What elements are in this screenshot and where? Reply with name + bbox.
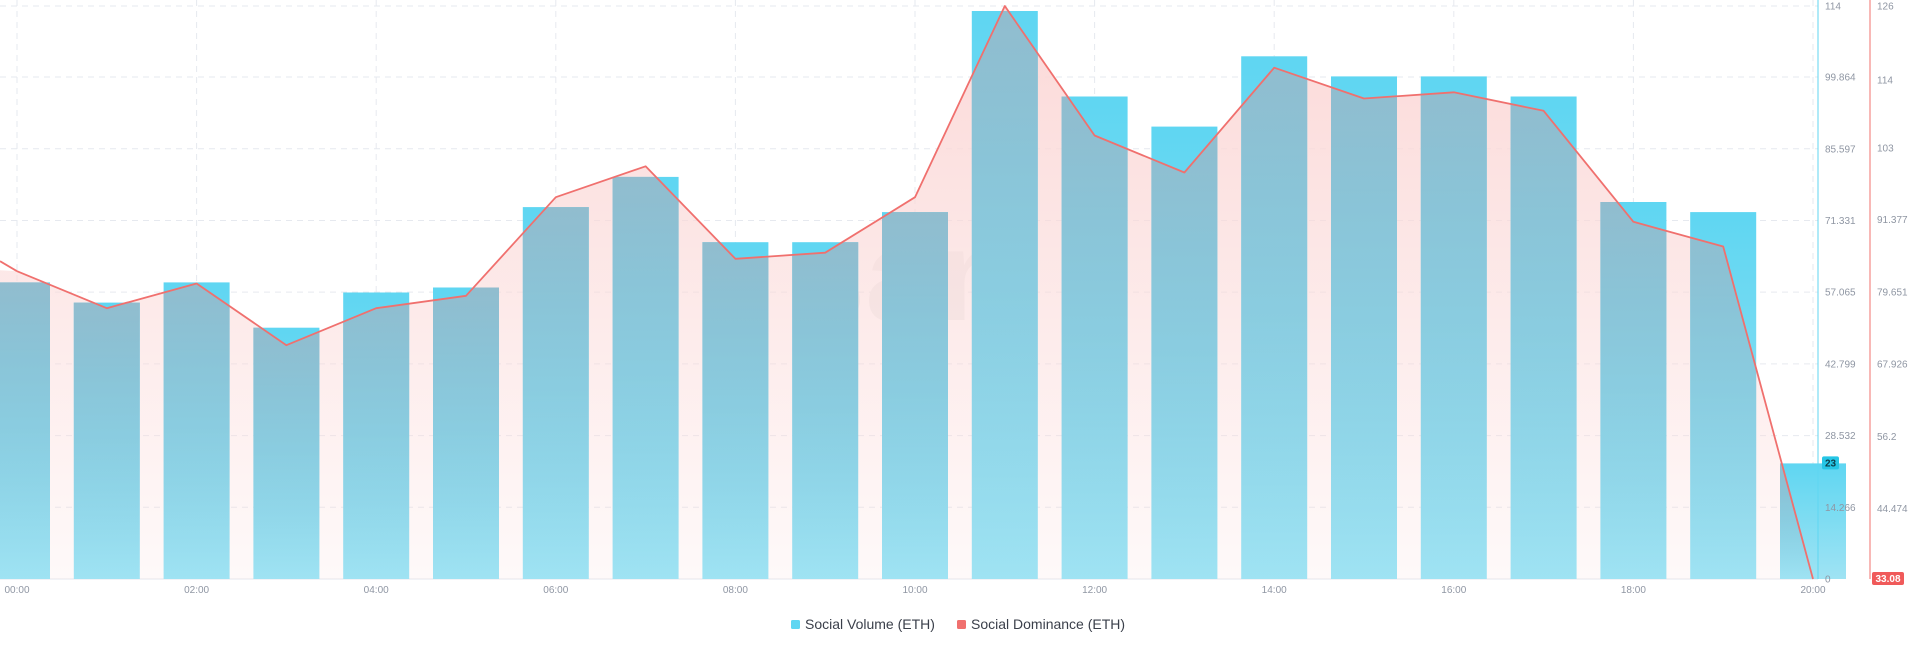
x-axis-tick-label: 12:00 [1082, 585, 1107, 596]
left-axis-tick-label: 85.597 [1825, 144, 1856, 155]
left-axis-tick-label: 14.266 [1825, 503, 1856, 514]
volume-bar-overlap [253, 327, 320, 579]
left-axis-tick-label: 28.532 [1825, 431, 1856, 442]
volume-bar-overlap [1510, 96, 1577, 579]
right-axis-tick-label: 67.926 [1877, 360, 1908, 371]
legend-label: Social Dominance (ETH) [971, 616, 1125, 632]
legend-item-social-dominance[interactable]: Social Dominance (ETH) [957, 616, 1125, 632]
volume-bar-overlap [433, 287, 499, 579]
volume-bar-overlap [882, 212, 948, 579]
left-axis-tick-label: 57.065 [1825, 288, 1856, 299]
x-axis-tick-label: 20:00 [1800, 585, 1825, 596]
volume-bar-overlap [792, 242, 859, 579]
dominance-last-value-badge: 33.08 [1872, 572, 1904, 585]
legend[interactable]: Social Volume (ETH) Social Dominance (ETH… [791, 616, 1125, 632]
left-axis-tick-label: 0 [1825, 575, 1831, 586]
legend-label: Social Volume (ETH) [805, 616, 935, 632]
x-axis-tick-label: 18:00 [1621, 585, 1646, 596]
axes: 0 14.266 28.532 42.799 57.065 71.331 85.597 99.… [4, 0, 1908, 596]
x-axis-tick-label: 10:00 [902, 585, 927, 596]
left-axis-tick-label: 42.799 [1825, 359, 1856, 370]
right-axis-tick-label: 56.2 [1877, 432, 1897, 443]
left-axis-tick-label: 99.864 [1825, 73, 1856, 84]
right-axis-tick-label: 79.651 [1877, 287, 1908, 298]
x-axis-tick-label: 06:00 [543, 585, 568, 596]
volume-bar-overlap [1061, 96, 1128, 579]
x-axis-tick-label: 14:00 [1262, 585, 1287, 596]
volume-bar-overlap [971, 11, 1038, 579]
dominance-line [0, 5, 1814, 580]
volume-bar-overlap [612, 176, 679, 579]
x-axis-tick-label: 16:00 [1441, 585, 1466, 596]
volume-bar-overlap [1420, 76, 1487, 579]
volume-bar-overlap [73, 302, 140, 579]
left-axis-tick-label: 114 [1825, 2, 1841, 13]
x-axis-tick-label: 04:00 [364, 585, 389, 596]
volume-bar-overlap [1331, 76, 1397, 579]
volume-bar-overlap [0, 282, 50, 579]
volume-bar-overlap [343, 292, 410, 579]
right-axis-tick-label: 91.377 [1877, 215, 1908, 226]
volume-last-value-badge: 23 [1822, 456, 1839, 470]
volume-bar-overlap [1241, 56, 1308, 579]
right-axis-tick-label: 114 [1877, 76, 1893, 87]
x-axis-tick-label: 08:00 [723, 585, 748, 596]
x-axis-tick-label: 02:00 [184, 585, 209, 596]
dominance-badge-text: 33.08 [1875, 574, 1900, 585]
bar-area-overlap [0, 11, 1813, 579]
volume-bar-overlap [702, 242, 769, 579]
right-axis-tick-label: 126 [1877, 2, 1894, 13]
volume-bar-overlap [1600, 202, 1667, 579]
right-axis-tick-label: 103 [1877, 143, 1894, 154]
x-axis-tick-label: 00:00 [4, 585, 29, 596]
volume-bar-overlap [1151, 126, 1218, 579]
volume-bar-overlap [522, 207, 589, 579]
legend-swatch [791, 620, 800, 629]
dominance-line-lead [0, 260, 18, 272]
legend-item-social-volume[interactable]: Social Volume (ETH) [791, 616, 935, 632]
volume-badge-text: 23 [1825, 458, 1837, 469]
legend-swatch [957, 620, 966, 629]
left-axis-tick-label: 71.331 [1825, 216, 1856, 227]
volume-bar-overlap [163, 282, 230, 579]
right-axis-tick-label: 44.474 [1877, 504, 1908, 515]
dominance-line-path [16, 5, 1814, 580]
